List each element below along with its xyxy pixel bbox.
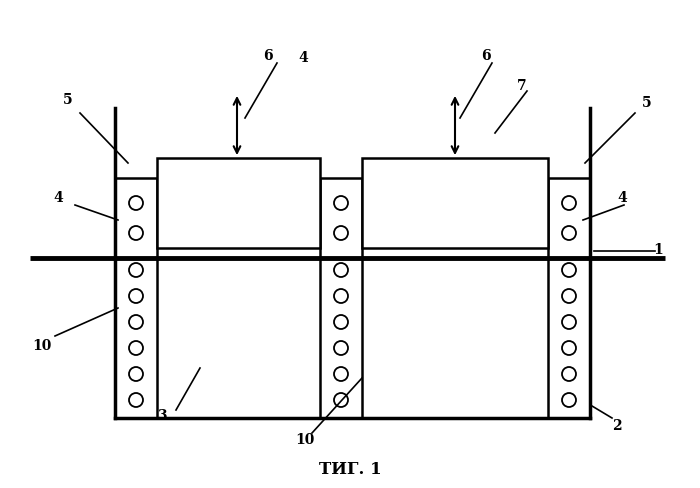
Circle shape xyxy=(562,289,576,303)
Text: 4: 4 xyxy=(53,191,63,205)
Text: 1: 1 xyxy=(653,243,663,257)
Circle shape xyxy=(562,226,576,240)
Text: 6: 6 xyxy=(481,49,491,63)
Circle shape xyxy=(129,289,143,303)
Text: 2: 2 xyxy=(612,419,622,433)
Circle shape xyxy=(129,341,143,355)
Circle shape xyxy=(334,367,348,381)
Circle shape xyxy=(562,367,576,381)
Bar xyxy=(362,158,548,248)
Text: 10: 10 xyxy=(295,433,315,447)
Circle shape xyxy=(562,393,576,407)
Text: 4: 4 xyxy=(298,51,308,65)
Circle shape xyxy=(129,315,143,329)
Circle shape xyxy=(562,196,576,210)
Circle shape xyxy=(129,196,143,210)
Text: 10: 10 xyxy=(32,339,52,353)
Circle shape xyxy=(129,393,143,407)
Bar xyxy=(157,158,320,248)
Text: 3: 3 xyxy=(158,409,167,423)
Text: 5: 5 xyxy=(63,93,73,107)
Circle shape xyxy=(334,393,348,407)
Circle shape xyxy=(129,263,143,277)
Circle shape xyxy=(562,263,576,277)
Text: 4: 4 xyxy=(617,191,627,205)
Text: 6: 6 xyxy=(263,49,273,63)
Circle shape xyxy=(562,341,576,355)
Bar xyxy=(320,178,362,418)
Circle shape xyxy=(334,315,348,329)
Circle shape xyxy=(129,226,143,240)
Circle shape xyxy=(334,341,348,355)
Bar xyxy=(115,178,157,418)
Bar xyxy=(548,178,590,418)
Circle shape xyxy=(129,367,143,381)
Text: 7: 7 xyxy=(517,79,527,93)
Circle shape xyxy=(334,226,348,240)
Circle shape xyxy=(334,289,348,303)
Text: 5: 5 xyxy=(642,96,652,110)
Text: ΤИГ. 1: ΤИГ. 1 xyxy=(318,462,382,479)
Circle shape xyxy=(562,315,576,329)
Circle shape xyxy=(334,196,348,210)
Circle shape xyxy=(334,263,348,277)
